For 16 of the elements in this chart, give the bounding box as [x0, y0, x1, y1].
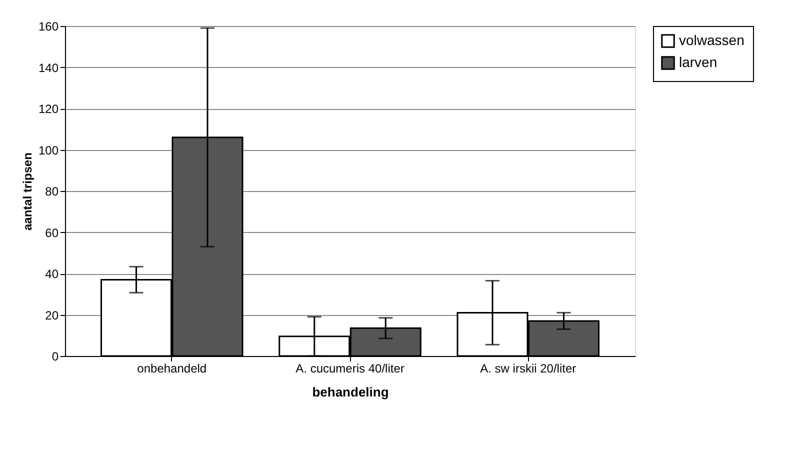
y-tick-label: 40: [45, 267, 59, 281]
y-tick-label: 80: [45, 184, 59, 198]
y-tick-label: 20: [45, 308, 59, 322]
y-axis-title: aantal tripsen: [20, 152, 34, 231]
x-axis-title: behandeling: [312, 384, 389, 400]
y-tick-label: 0: [52, 350, 59, 364]
y-tick-label: 100: [38, 143, 59, 158]
x-tick-label: A. cucumeris 40/liter: [296, 362, 404, 376]
y-tick-label: 60: [45, 226, 59, 240]
legend-label: volwassen: [679, 32, 744, 48]
x-tick-label: A. sw irskii 20/liter: [480, 362, 576, 376]
y-tick-label: 120: [38, 102, 59, 116]
x-tick-label: onbehandeld: [137, 362, 207, 376]
y-tick-label: 160: [38, 20, 59, 34]
y-tick-label: 140: [38, 60, 59, 75]
legend-label: larven: [679, 54, 718, 70]
